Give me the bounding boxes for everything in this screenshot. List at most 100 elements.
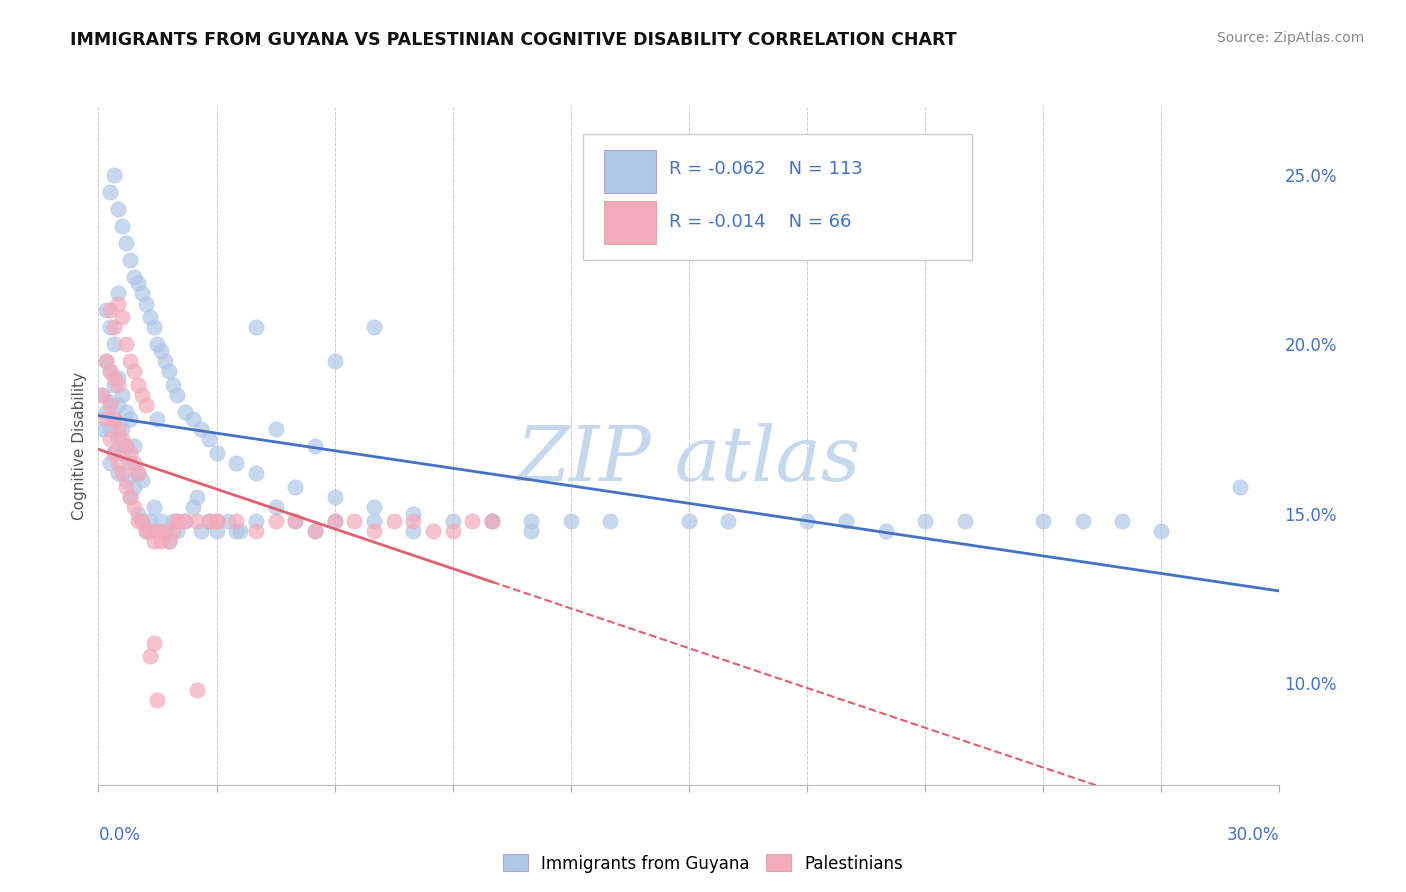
Point: [197, 514, 219, 528]
Point: [363, 524, 385, 538]
Point: [264, 500, 287, 514]
Point: [382, 514, 405, 528]
Point: [142, 320, 165, 334]
Point: [953, 514, 976, 528]
Point: [245, 524, 267, 538]
Point: [96, 354, 118, 368]
Point: [264, 514, 287, 528]
Point: [98, 364, 121, 378]
Point: [717, 514, 740, 528]
Point: [118, 490, 141, 504]
Point: [142, 500, 165, 514]
Point: [166, 514, 188, 528]
Point: [131, 514, 153, 528]
Point: [422, 524, 444, 538]
Point: [520, 524, 543, 538]
Point: [343, 514, 366, 528]
Point: [91, 422, 114, 436]
Point: [127, 466, 149, 480]
Point: [103, 337, 125, 351]
Point: [103, 412, 125, 426]
Point: [1111, 514, 1133, 528]
Point: [135, 296, 157, 310]
Point: [678, 514, 700, 528]
Point: [127, 378, 149, 392]
Point: [103, 446, 125, 460]
Point: [98, 456, 121, 470]
Point: [481, 514, 503, 528]
Point: [197, 514, 219, 528]
Point: [115, 405, 138, 419]
Point: [98, 432, 121, 446]
Point: [363, 500, 385, 514]
Point: [107, 296, 129, 310]
Point: [115, 480, 138, 494]
Point: [363, 514, 385, 528]
Point: [157, 533, 180, 548]
Point: [135, 524, 157, 538]
Point: [131, 473, 153, 487]
Point: [402, 507, 425, 521]
Point: [131, 286, 153, 301]
Point: [107, 432, 129, 446]
Text: 30.0%: 30.0%: [1227, 826, 1279, 844]
Point: [150, 514, 173, 528]
Point: [599, 514, 621, 528]
Point: [107, 422, 129, 436]
Point: [264, 422, 287, 436]
FancyBboxPatch shape: [605, 150, 655, 194]
Point: [229, 524, 252, 538]
FancyBboxPatch shape: [605, 201, 655, 244]
Point: [560, 514, 582, 528]
Point: [323, 514, 346, 528]
Point: [181, 412, 204, 426]
Point: [111, 446, 134, 460]
Point: [96, 405, 118, 419]
Point: [131, 388, 153, 402]
Point: [107, 286, 129, 301]
Point: [157, 364, 180, 378]
Point: [127, 507, 149, 521]
Point: [91, 388, 114, 402]
Point: [96, 354, 118, 368]
Point: [118, 412, 141, 426]
Point: [127, 514, 149, 528]
Point: [135, 398, 157, 412]
Point: [111, 388, 134, 402]
Point: [107, 398, 129, 412]
Point: [441, 524, 464, 538]
Point: [162, 514, 184, 528]
Point: [103, 168, 125, 182]
Text: ZIP atlas: ZIP atlas: [517, 423, 860, 497]
Point: [98, 320, 121, 334]
Point: [127, 466, 149, 480]
Point: [122, 456, 145, 470]
Point: [118, 252, 141, 267]
Point: [98, 303, 121, 318]
Point: [323, 490, 346, 504]
Point: [190, 524, 212, 538]
Point: [157, 533, 180, 548]
Point: [103, 378, 125, 392]
Point: [225, 514, 247, 528]
Point: [304, 524, 326, 538]
Text: 0.0%: 0.0%: [98, 826, 141, 844]
Point: [441, 514, 464, 528]
Point: [205, 446, 228, 460]
Point: [284, 480, 307, 494]
Point: [146, 412, 169, 426]
Point: [150, 533, 173, 548]
Legend: Immigrants from Guyana, Palestinians: Immigrants from Guyana, Palestinians: [496, 847, 910, 880]
Point: [363, 320, 385, 334]
Point: [115, 337, 138, 351]
Point: [155, 524, 177, 538]
Point: [98, 398, 121, 412]
Point: [111, 219, 134, 233]
Point: [146, 524, 169, 538]
Y-axis label: Cognitive Disability: Cognitive Disability: [72, 372, 87, 520]
Point: [150, 344, 173, 359]
Point: [481, 514, 503, 528]
FancyBboxPatch shape: [582, 134, 973, 260]
Text: R = -0.062    N = 113: R = -0.062 N = 113: [669, 161, 863, 178]
Point: [174, 514, 197, 528]
